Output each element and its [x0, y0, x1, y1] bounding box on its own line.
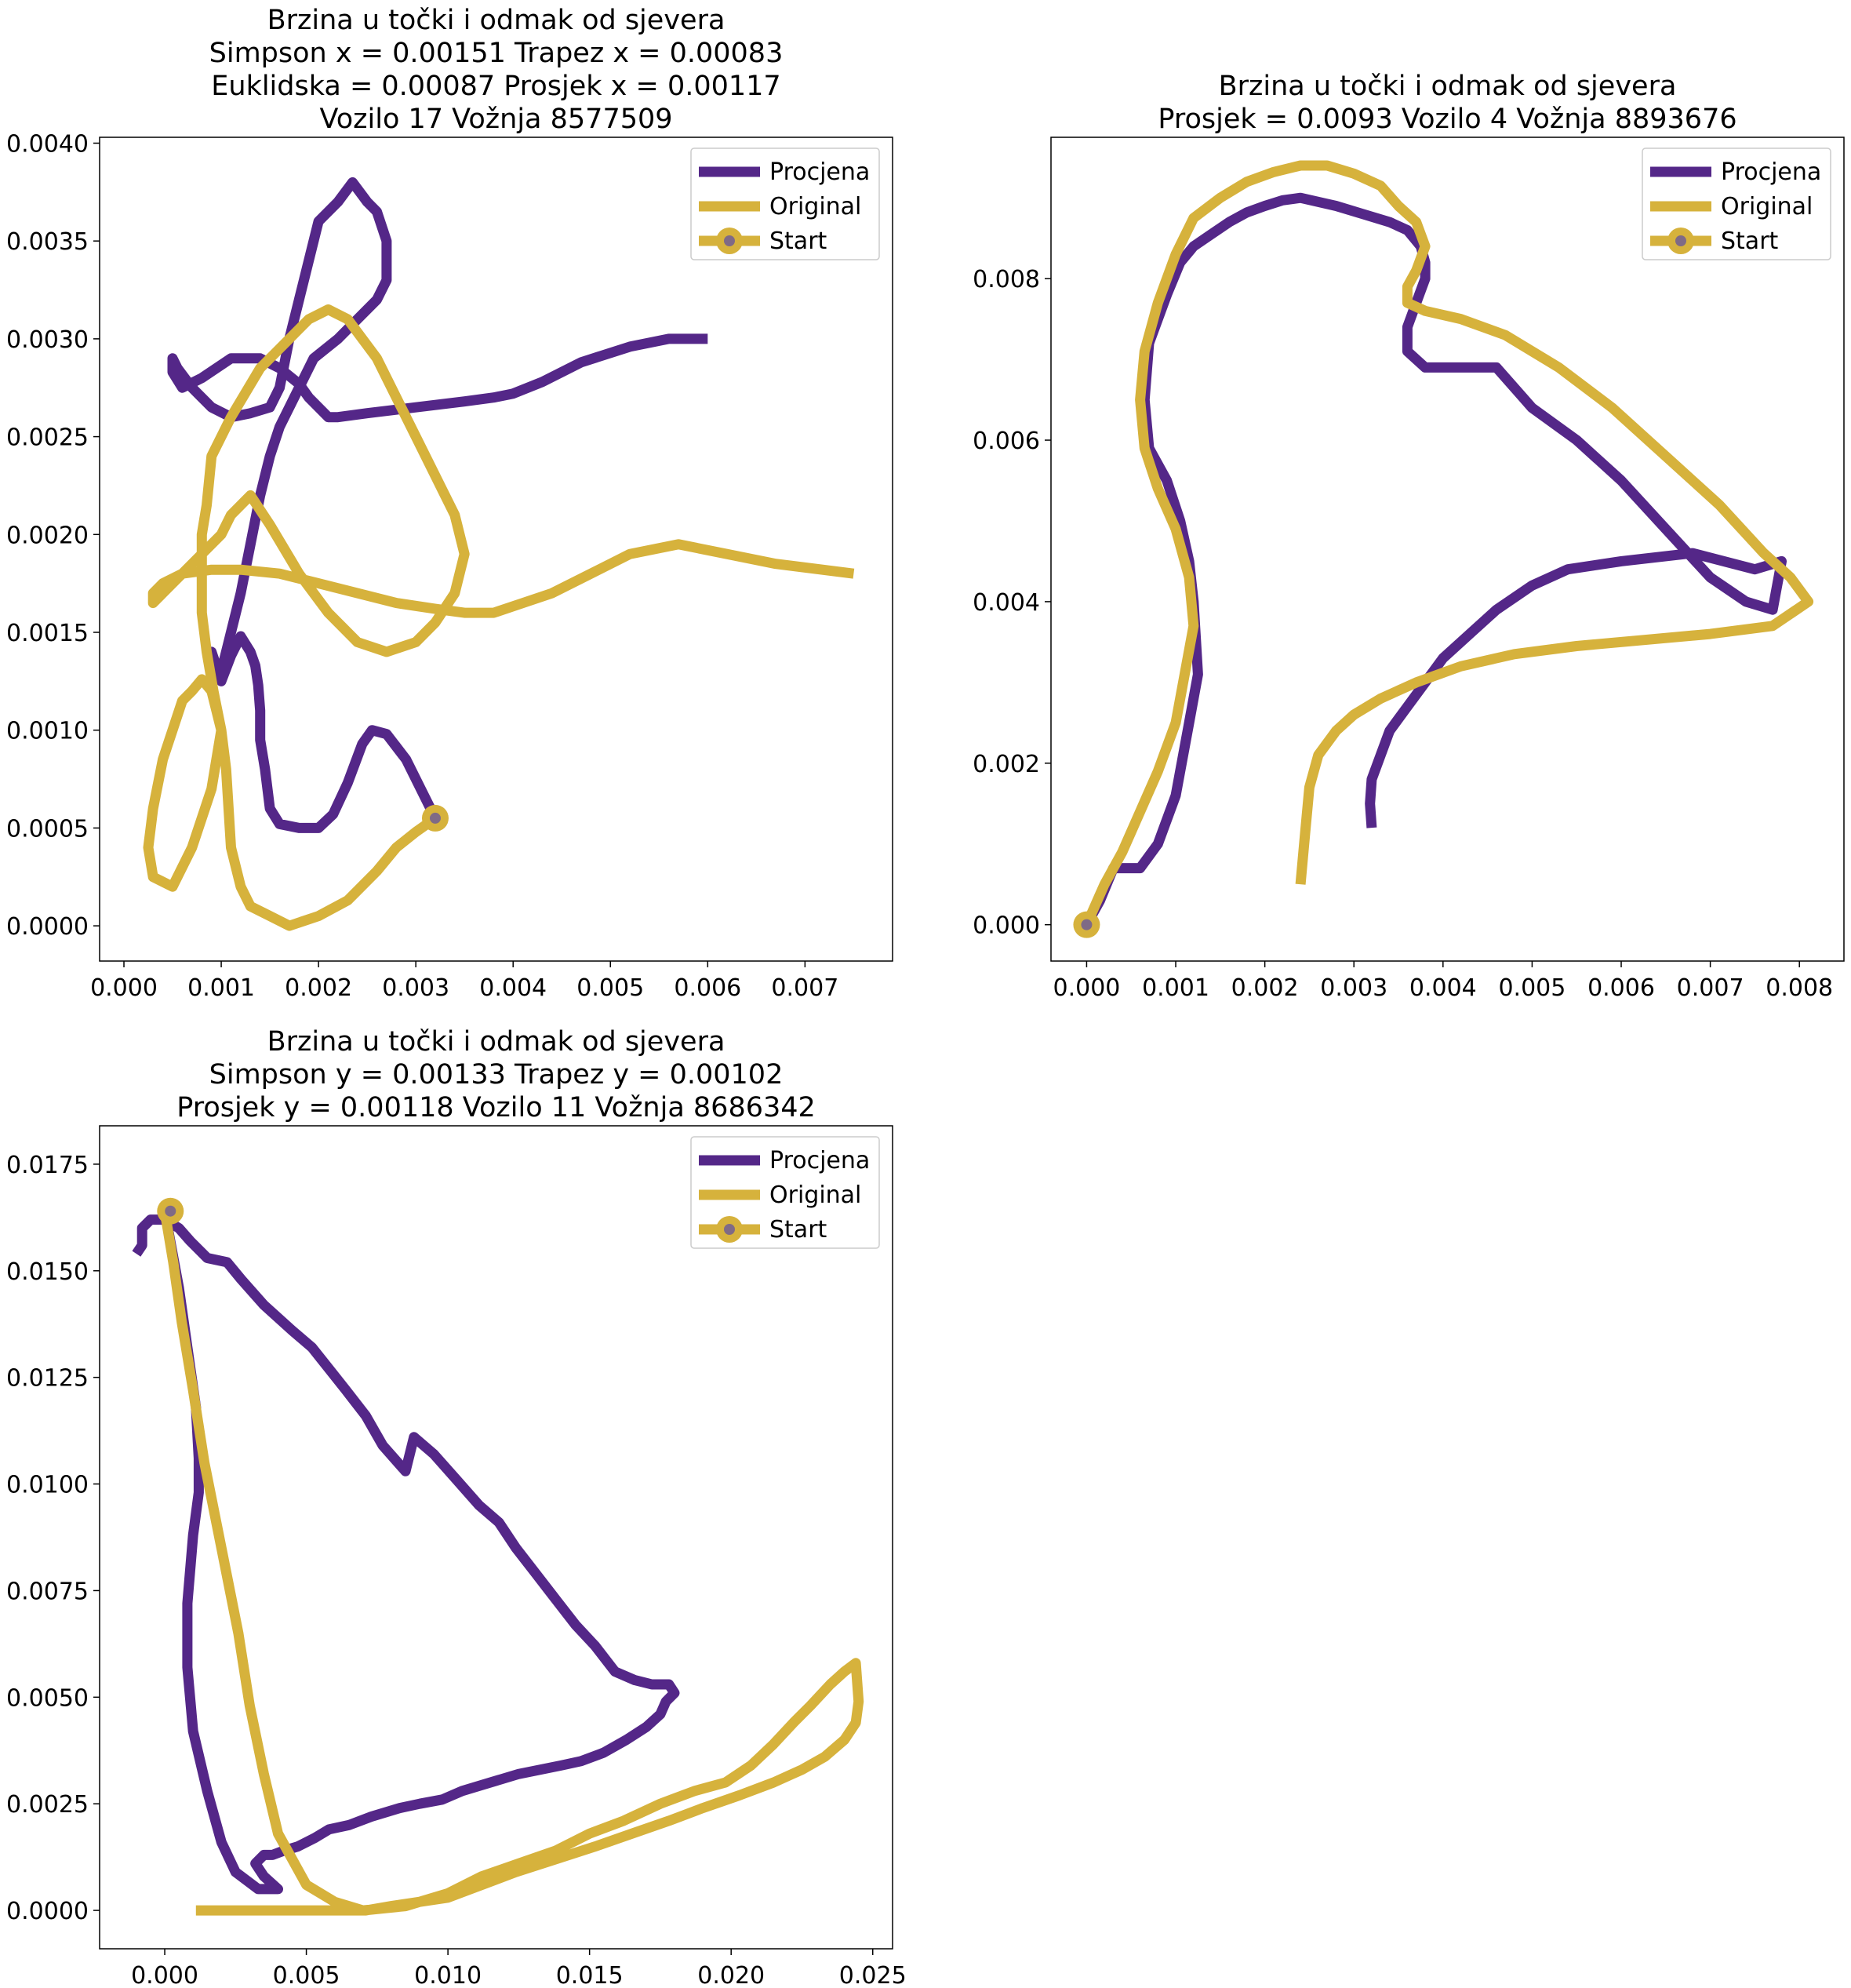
legend-label-original: Original: [769, 1182, 861, 1209]
x-tick-label: 0.008: [1766, 974, 1833, 1002]
chart-2: Brzina u točki i odmak od sjeveraProsjek…: [973, 71, 1845, 1002]
legend-label-procjena: Procjena: [769, 158, 870, 186]
series-line-procjena: [132, 1210, 680, 1895]
legend-label-start: Start: [1721, 228, 1779, 255]
x-tick-label: 0.025: [839, 1962, 907, 1988]
chart-title-line: Simpson x = 0.00151 Trapez x = 0.00083: [209, 38, 784, 69]
legend: Procjena Original Start: [690, 1136, 880, 1249]
chart-title-line: Prosjek y = 0.00118 Vozilo 11 Vožnja 868…: [176, 1092, 816, 1123]
y-tick-label: 0.0050: [6, 1684, 89, 1712]
x-tick-label: 0.006: [1587, 974, 1655, 1002]
plot-area: [132, 1197, 864, 1916]
axes-frame: [1050, 137, 1845, 962]
x-tick-label: 0.002: [285, 974, 352, 1002]
x-tick-label: 0.003: [1320, 974, 1387, 1002]
series-line-original: [143, 304, 855, 931]
start-marker-center: [429, 812, 441, 824]
x-tick-label: 0.007: [1677, 974, 1744, 1002]
chart-3: Brzina u točki i odmak od sjeveraSimpson…: [6, 1026, 907, 1988]
chart-title-line: Simpson y = 0.00133 Trapez y = 0.00102: [209, 1059, 784, 1090]
x-tick-label: 0.015: [556, 1962, 624, 1988]
x-tick-label: 0.001: [1142, 974, 1209, 1002]
x-tick-label: 0.020: [697, 1962, 765, 1988]
legend-start-marker-center: [1675, 235, 1686, 246]
series-line-procjena: [167, 177, 708, 833]
legend-label-original: Original: [1721, 193, 1813, 220]
y-tick-label: 0.002: [973, 751, 1040, 778]
x-tick-label: 0.001: [187, 974, 255, 1002]
legend: Procjena Original Start: [690, 147, 880, 260]
legend-label-procjena: Procjena: [769, 1147, 870, 1174]
x-tick-label: 0.006: [674, 974, 741, 1002]
legend-label-start: Start: [769, 228, 827, 255]
y-tick-label: 0.0125: [6, 1365, 89, 1393]
x-tick-label: 0.000: [90, 974, 158, 1002]
chart-title-line: Brzina u točki i odmak od sjevera: [267, 1026, 725, 1058]
x-tick-label: 0.005: [273, 1962, 340, 1988]
chart-title-line: Brzina u točki i odmak od sjevera: [1219, 71, 1677, 102]
y-tick-label: 0.0015: [6, 620, 89, 647]
plot-area: [1073, 160, 1814, 938]
plot-area: [143, 177, 855, 931]
legend-start-marker-center: [724, 1224, 735, 1235]
x-tick-label: 0.004: [1409, 974, 1477, 1002]
y-tick-label: 0.0075: [6, 1578, 89, 1605]
x-tick-label: 0.005: [576, 974, 644, 1002]
chart-title-line: Brzina u točki i odmak od sjevera: [267, 5, 725, 36]
y-tick-label: 0.0000: [6, 1898, 89, 1925]
y-tick-label: 0.0020: [6, 522, 89, 549]
start-marker-center: [165, 1205, 176, 1217]
chart-1: Brzina u točki i odmak od sjeveraSimpson…: [6, 5, 893, 1002]
x-tick-label: 0.004: [479, 974, 547, 1002]
y-tick-label: 0.0175: [6, 1152, 89, 1179]
chart-title-line: Euklidska = 0.00087 Prosjek x = 0.00117: [211, 71, 780, 102]
x-tick-label: 0.000: [131, 1962, 198, 1988]
series-line-original: [159, 1210, 864, 1916]
x-tick-label: 0.002: [1231, 974, 1299, 1002]
y-tick-label: 0.0035: [6, 228, 89, 256]
y-tick-label: 0.0100: [6, 1472, 89, 1499]
series-line-procjena: [1082, 192, 1787, 927]
x-tick-label: 0.000: [1053, 974, 1120, 1002]
y-tick-label: 0.0025: [6, 1791, 89, 1819]
axes-frame: [99, 137, 893, 962]
x-tick-label: 0.003: [382, 974, 449, 1002]
y-tick-label: 0.0000: [6, 913, 89, 941]
y-tick-label: 0.004: [973, 589, 1040, 617]
y-tick-label: 0.0040: [6, 130, 89, 158]
y-tick-label: 0.0030: [6, 326, 89, 354]
x-tick-label: 0.007: [771, 974, 838, 1002]
y-tick-label: 0.0010: [6, 718, 89, 745]
axes-frame: [99, 1125, 893, 1950]
y-tick-label: 0.006: [973, 428, 1040, 455]
x-tick-label: 0.010: [414, 1962, 482, 1988]
y-tick-label: 0.0005: [6, 815, 89, 843]
y-tick-label: 0.0025: [6, 424, 89, 452]
legend-label-start: Start: [769, 1216, 827, 1243]
x-tick-label: 0.005: [1498, 974, 1566, 1002]
legend-start-marker-center: [724, 235, 735, 246]
y-tick-label: 0.0150: [6, 1258, 89, 1286]
y-tick-label: 0.000: [973, 912, 1040, 940]
chart-title-line: Vozilo 17 Vožnja 8577509: [319, 104, 672, 135]
legend-label-original: Original: [769, 193, 861, 220]
series-line-original: [1082, 160, 1814, 927]
chart-title-line: Prosjek = 0.0093 Vozilo 4 Vožnja 8893676: [1158, 104, 1736, 135]
legend: Procjena Original Start: [1642, 147, 1831, 260]
start-marker-center: [1081, 919, 1093, 930]
legend-label-procjena: Procjena: [1721, 158, 1821, 186]
y-tick-label: 0.008: [973, 266, 1040, 293]
